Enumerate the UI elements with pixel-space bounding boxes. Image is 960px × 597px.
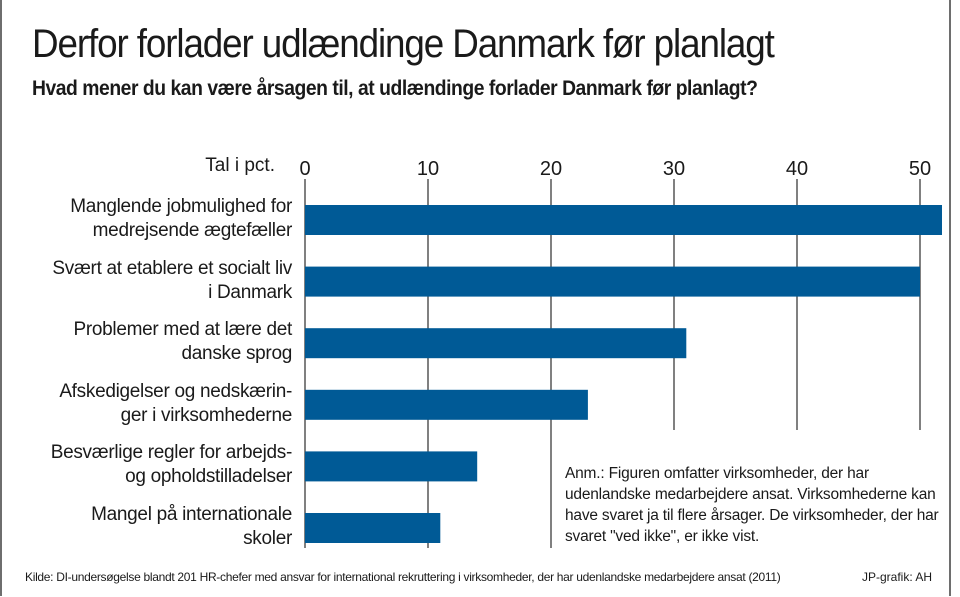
category-label-line: Svært at etablere et socialt liv <box>52 257 292 279</box>
category-label: Besværlige regler for arbejds-og opholds… <box>12 441 293 489</box>
bar <box>305 451 478 482</box>
category-label: Afskedigelser og nedskærin-ger i virksom… <box>12 380 292 428</box>
bar <box>305 328 687 359</box>
x-tick-label: 30 <box>663 158 685 180</box>
category-label: Mangel på internationale skoler <box>12 503 292 551</box>
category-label-line: Manglende jobmulighed for <box>70 196 292 217</box>
bar <box>305 266 920 297</box>
category-label-line: danske sprog <box>181 343 293 365</box>
x-tick-label: 50 <box>909 158 931 180</box>
x-tick-label: 40 <box>786 158 808 180</box>
category-label-line: Problemer med at lære det <box>73 319 293 341</box>
category-label: Problemer med at lære det danske sprog <box>12 318 293 366</box>
graphic-credit: JP-grafik: AH <box>861 570 932 584</box>
x-tick-label: 10 <box>417 158 439 180</box>
category-label-line: ger i virksomhederne <box>120 404 293 426</box>
category-label: Svært at etablere et socialt liv i Danmar… <box>12 257 292 305</box>
category-label-line: medrejsende ægtefæller <box>92 220 293 241</box>
chart-subtitle: Hvad mener du kan være årsagen til, at u… <box>32 77 758 100</box>
source-note: Kilde: DI-undersøgelse blandt 201 HR-che… <box>25 570 781 584</box>
x-tick-label: 0 <box>299 158 310 180</box>
category-label-line: i Danmark <box>208 281 292 303</box>
bar <box>305 389 588 420</box>
bar <box>305 205 942 235</box>
category-label-line: Besværlige regler for arbejds- <box>50 442 293 464</box>
category-label-line: skoler <box>243 528 292 549</box>
bar <box>305 513 441 543</box>
category-label-line: Mangel på internationale <box>91 504 292 525</box>
category-label-line: og opholdstilladelser <box>125 466 292 488</box>
category-label-line: Afskedigelser og nedskærin- <box>59 380 292 402</box>
category-label: Manglende jobmulighed for medrejsende ægt… <box>12 195 292 243</box>
axis-unit-label: Tal i pct. <box>205 155 275 176</box>
chart-annotation: Anm.: Figuren omfatter virksomheder, der… <box>565 465 939 545</box>
x-tick-label: 20 <box>540 158 562 180</box>
chart-title: Derfor forlader udlændinge Danmark før p… <box>32 22 775 66</box>
